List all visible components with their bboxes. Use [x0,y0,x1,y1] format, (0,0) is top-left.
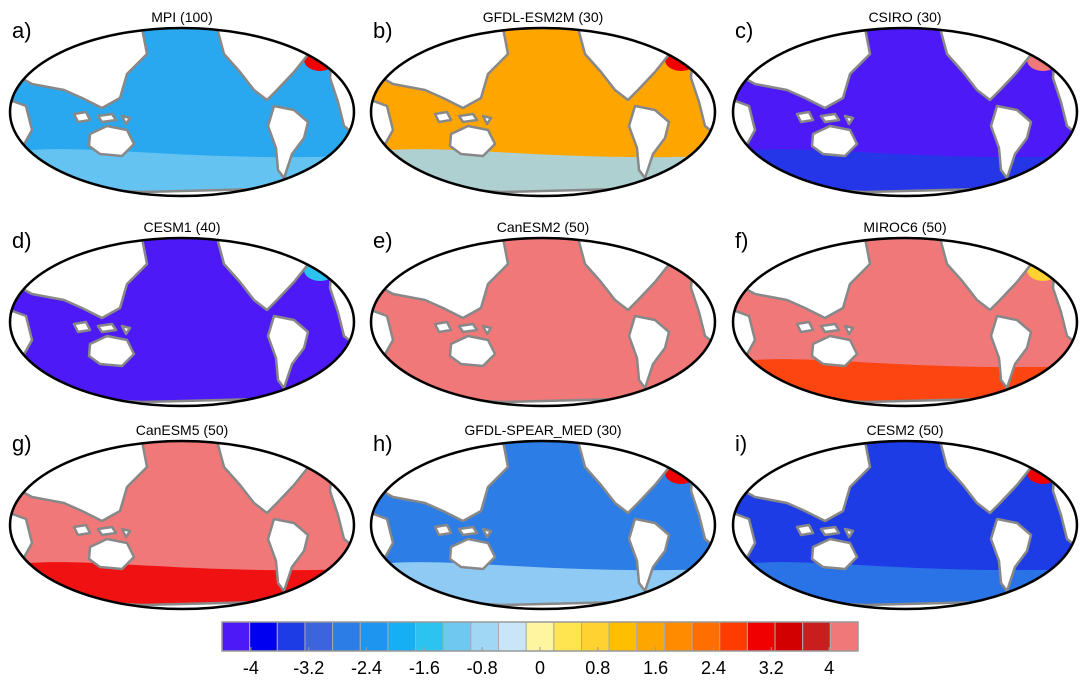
colorbar-box [636,621,665,652]
colorbar-box [359,621,389,652]
panel-title: CSIRO (30) [868,9,941,25]
panel-label: f) [735,228,748,253]
colorbar-box [802,621,831,652]
map-panel: CanESM2 (50) e) [369,219,717,408]
colorbar-box [470,621,500,652]
map-border [731,236,1079,408]
north-atlantic [304,462,336,484]
colorbar-box [221,621,251,652]
colorbar-box [442,621,472,652]
colorbar-box [691,621,721,652]
map-content [10,238,354,406]
map-border [8,26,356,198]
panel-title: CESM1 (40) [143,219,220,235]
colorbar-tick-label: -0.8 [467,658,498,678]
colorbar-tick-label: 0.8 [585,658,610,678]
map-content [733,28,1077,196]
colorbar-tick-label: 4 [824,658,834,678]
panel-label: e) [373,228,393,253]
panel-label: h) [373,431,393,456]
north-atlantic [304,259,336,281]
map-border [731,439,1079,611]
colorbar-tick-label: -3.2 [293,658,324,678]
map-panel: GFDL-ESM2M (30) b) [369,9,717,198]
colorbar-tick-label: 1.6 [643,658,668,678]
panel-label: b) [373,18,393,43]
map-panel: MIROC6 (50) f) [731,219,1079,408]
colorbar-box [746,621,776,652]
panel-title: GFDL-ESM2M (30) [483,9,604,25]
colorbar-box [829,621,859,652]
map-border [369,26,717,198]
colorbar-tick-label: -2.4 [351,658,382,678]
north-atlantic [1027,49,1059,71]
colorbar-box [415,621,444,652]
colorbar-box [774,621,804,652]
north-atlantic [1027,462,1059,484]
panel-title: GFDL-SPEAR_MED (30) [464,422,621,438]
map-border [731,26,1079,198]
map-panel: MPI (100) a) [8,9,356,198]
map-panel: GFDL-SPEAR_MED (30) h) [369,422,717,611]
colorbar-tick-label: 2.4 [701,658,726,678]
panel-title: CanESM5 (50) [136,422,229,438]
colorbar-tick-label: -4 [243,658,259,678]
colorbar-tick-label: -1.6 [409,658,440,678]
colorbar: -4 -3.2 -2.4 -1.6 -0.8 0 0.8 1.6 2.4 3.2 4 [221,621,859,678]
panel-label: g) [12,431,32,456]
map-border [8,439,356,611]
colorbar-box [663,621,693,652]
north-atlantic [665,259,697,281]
panel-label: d) [12,228,32,253]
panel-label: c) [735,18,753,43]
colorbar-box [387,621,417,652]
north-atlantic [304,49,336,71]
panel-title: MPI (100) [151,9,212,25]
map-panel: CESM2 (50) i) [731,422,1079,611]
map-border [8,236,356,408]
panel-title: CESM2 (50) [866,422,943,438]
north-atlantic [665,462,697,484]
map-panel: CESM1 (40) d) [8,219,356,408]
colorbar-box [580,621,610,652]
map-panel: CanESM5 (50) g) [8,422,356,611]
colorbar-box [498,621,527,652]
north-atlantic [665,49,697,71]
colorbar-box [276,621,306,652]
colorbar-box [553,621,582,652]
colorbar-box [304,621,334,652]
map-border [369,236,717,408]
panel-title: CanESM2 (50) [497,219,590,235]
panel-label: a) [12,18,32,43]
colorbar-box [249,621,278,652]
panel-label: i) [735,431,747,456]
colorbar-tick-label: 0 [535,658,545,678]
panel-title: MIROC6 (50) [863,219,946,235]
north-atlantic [1027,259,1059,281]
colorbar-box [719,621,748,652]
colorbar-box [525,621,555,652]
map-border [369,439,717,611]
colorbar-box [608,621,638,652]
panels: MPI (100) a) GFDL-ESM2M (30) b) CSIRO (30) c)… [8,9,1079,611]
colorbar-box [332,621,361,652]
map-panel: CSIRO (30) c) [731,9,1079,198]
colorbar-tick-label: 3.2 [759,658,784,678]
